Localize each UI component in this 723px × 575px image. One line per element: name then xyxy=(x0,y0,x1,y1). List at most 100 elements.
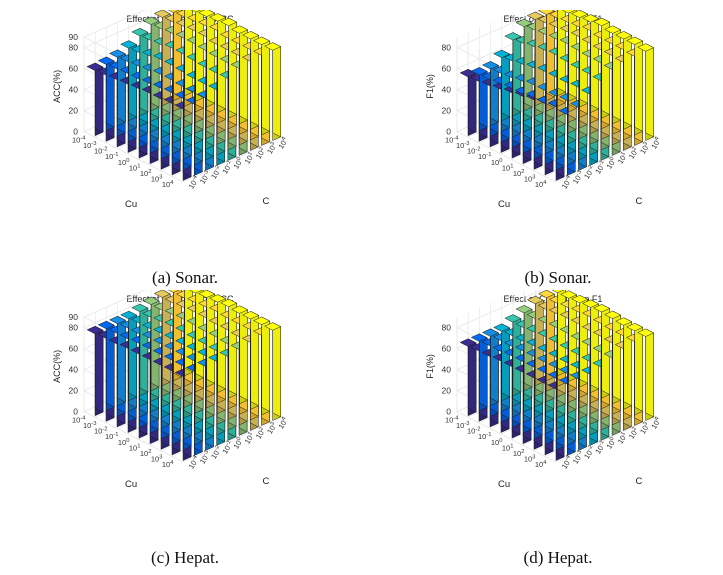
bar xyxy=(637,328,655,421)
bar xyxy=(242,310,260,410)
cu-tick-label: 10-3 xyxy=(83,421,97,430)
caption-b: (b) Sonar. xyxy=(524,268,592,287)
chart-f1-hepat: Effect of C and Cu on F1020406080F1(%)10… xyxy=(425,272,663,490)
bar xyxy=(209,294,227,393)
bar xyxy=(242,30,260,130)
bar xyxy=(198,289,216,388)
cu-axis-label: Cu xyxy=(498,479,510,490)
cu-tick-label: 10-3 xyxy=(83,141,97,150)
z-tick-label: 60 xyxy=(69,64,79,74)
panel-c: Effect of C and Cu on ACC02040608090ACC(… xyxy=(20,271,350,567)
cu-tick-label: 10-2 xyxy=(467,147,481,156)
z-tick-label: 20 xyxy=(442,106,452,116)
bar xyxy=(459,338,477,417)
z-tick-label: 40 xyxy=(69,365,79,375)
z-tick-label: 80 xyxy=(442,43,452,53)
cu-tick-label: 10-3 xyxy=(456,141,470,150)
z-tick-label: 0 xyxy=(73,127,78,137)
cu-tick-label: 10-4 xyxy=(445,135,459,144)
bar xyxy=(526,11,544,107)
cu-tick-label: 103 xyxy=(151,455,163,464)
z-tick-label: 60 xyxy=(442,64,452,74)
cu-tick-label: 104 xyxy=(162,180,174,189)
panel-a: Effect of C and Cu on ACC02040608090ACC(… xyxy=(20,0,350,287)
cu-tick-label: 10-4 xyxy=(72,135,86,144)
cu-tick-label: 103 xyxy=(524,455,536,464)
cu-tick-label: 100 xyxy=(118,438,130,447)
bar xyxy=(108,315,127,407)
z-axis-label: ACC(%) xyxy=(52,70,62,103)
bar xyxy=(637,43,655,141)
cu-tick-label: 10-2 xyxy=(94,427,108,436)
caption-c: (c) Hepat. xyxy=(151,548,219,567)
cu-tick-label: 100 xyxy=(491,158,503,167)
panel-b: Effect of C and Cu on F1020406080F1(%)10… xyxy=(393,0,723,287)
gridline xyxy=(182,416,284,463)
bar xyxy=(86,325,104,417)
cu-tick-label: 10-2 xyxy=(94,147,108,156)
gridline xyxy=(182,136,284,183)
z-tick-label: 20 xyxy=(69,106,79,116)
c-axis-label: C xyxy=(636,476,643,487)
cu-tick-label: 10-4 xyxy=(445,415,459,424)
cu-tick-label: 10-1 xyxy=(478,152,492,161)
bar xyxy=(615,30,633,130)
bars xyxy=(459,1,655,181)
cu-tick-label: 10-1 xyxy=(105,152,119,161)
cu-axis-label: Cu xyxy=(498,199,510,210)
c-axis-label: C xyxy=(636,196,643,207)
bars xyxy=(459,284,655,461)
z-tick-label: 20 xyxy=(69,386,79,396)
cu-tick-label: 100 xyxy=(118,158,130,167)
bar xyxy=(164,284,183,382)
cu-tick-label: 101 xyxy=(129,443,141,452)
bar xyxy=(571,294,589,388)
cu-tick-label: 102 xyxy=(513,169,525,178)
bar xyxy=(231,305,249,405)
chart-acc-hepat: Effect of C and Cu on ACC02040608090ACC(… xyxy=(52,271,290,490)
chart-f1-sonar: Effect of C and Cu on F1020406080F1(%)10… xyxy=(425,0,663,210)
panel-d: Effect of C and Cu on F1020406080F1(%)10… xyxy=(393,272,723,567)
z-tick-label: 20 xyxy=(442,386,452,396)
c-axis-label: C xyxy=(263,476,270,487)
cu-tick-label: 104 xyxy=(535,180,547,189)
bar xyxy=(626,36,644,136)
bar xyxy=(120,310,138,402)
bar xyxy=(209,13,227,113)
gridline xyxy=(555,416,657,463)
cu-tick-label: 10-1 xyxy=(105,432,119,441)
z-axis-label: F1(%) xyxy=(425,354,435,379)
bars xyxy=(86,0,282,181)
chart-acc-sonar: Effect of C and Cu on ACC02040608090ACC(… xyxy=(52,0,290,210)
bar xyxy=(231,25,249,125)
bar xyxy=(470,67,488,132)
z-tick-label: 40 xyxy=(442,85,452,95)
cu-tick-label: 10-1 xyxy=(478,432,492,441)
z-tick-label: 0 xyxy=(446,407,451,417)
z-tick-label: 80 xyxy=(442,323,452,333)
cu-tick-label: 104 xyxy=(162,460,174,469)
cu-tick-label: 103 xyxy=(151,175,163,184)
bar xyxy=(198,8,216,108)
bar xyxy=(264,42,282,141)
gridline xyxy=(555,136,657,183)
gridline xyxy=(83,131,184,183)
bar xyxy=(459,68,477,137)
cu-tick-label: 101 xyxy=(502,443,514,452)
gridline xyxy=(456,131,557,183)
z-tick-label: 0 xyxy=(73,407,78,417)
bar xyxy=(253,316,271,416)
cu-tick-label: 103 xyxy=(524,175,536,184)
bar xyxy=(86,62,104,137)
caption-d: (d) Hepat. xyxy=(523,548,593,567)
cu-tick-label: 102 xyxy=(140,449,152,458)
bar xyxy=(571,9,589,108)
cu-tick-label: 100 xyxy=(491,438,503,447)
z-tick-label: 40 xyxy=(69,85,79,95)
cu-tick-label: 10-2 xyxy=(467,427,481,436)
z-axis-label: F1(%) xyxy=(425,74,435,99)
caption-a: (a) Sonar. xyxy=(151,268,219,287)
z-tick-label: 80 xyxy=(69,43,79,53)
gridline xyxy=(83,411,184,463)
